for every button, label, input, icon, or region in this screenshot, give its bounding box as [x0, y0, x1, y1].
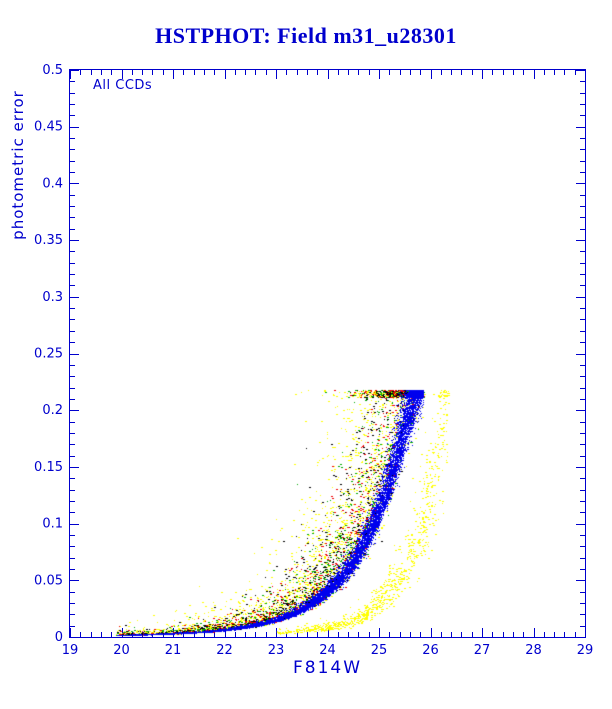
x-axis-label: F814W [292, 658, 363, 678]
y-axis-label: photometric error [9, 90, 27, 240]
inset-label: All CCDs [93, 78, 153, 93]
